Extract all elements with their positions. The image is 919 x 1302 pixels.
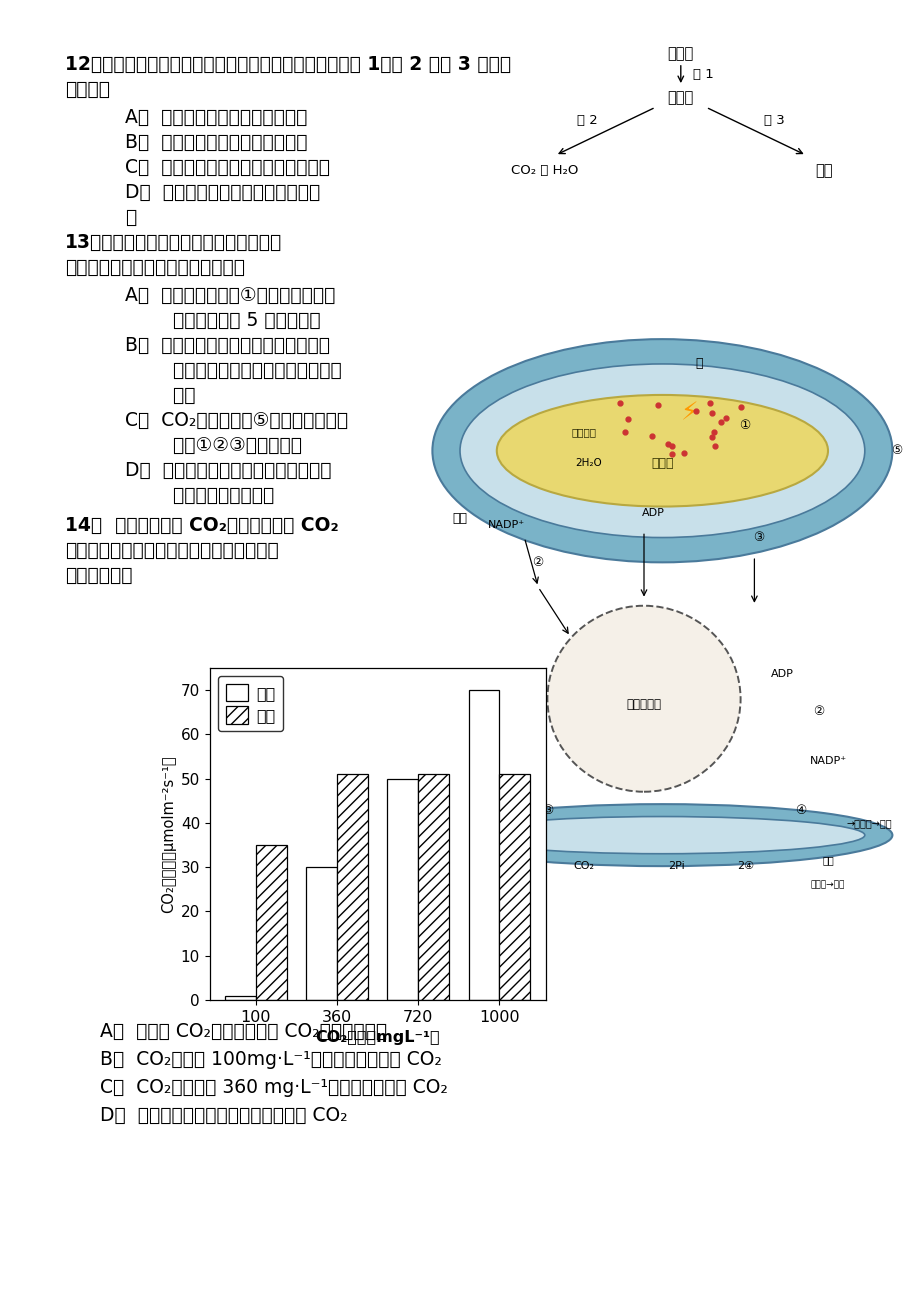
Bar [336,775,368,1000]
Text: 浓度的变化而变化（如下图）。下列相关叙: 浓度的变化而变化（如下图）。下列相关叙 [65,542,278,560]
Ellipse shape [432,339,891,562]
Text: NADP⁺: NADP⁺ [809,755,845,766]
Text: CO₂: CO₂ [573,861,594,871]
Text: 葡萄糖→蔗糖: 葡萄糖→蔗糖 [810,880,845,889]
Text: C．  CO₂浓度大于 360 mg·L⁻¹后玉米不再固定 CO₂: C． CO₂浓度大于 360 mg·L⁻¹后玉米不再固定 CO₂ [100,1078,448,1098]
Text: 是在细胞质基质（细胞溶胶）中合: 是在细胞质基质（细胞溶胶）中合 [125,361,341,380]
Text: CO₂ 和 H₂O: CO₂ 和 H₂O [510,164,577,177]
Bar [468,690,499,1000]
Text: B．  CO₂浓度在 100mg·L⁻¹时小麦几乎不固定 CO₂: B． CO₂浓度在 100mg·L⁻¹时小麦几乎不固定 CO₂ [100,1049,441,1069]
Text: A．  线粒体、线粒体和细胞质基质: A． 线粒体、线粒体和细胞质基质 [125,108,307,128]
Text: B．  线粒体、细胞质基质和线粒体: B． 线粒体、细胞质基质和线粒体 [125,133,307,152]
Text: 体: 体 [125,208,136,227]
Text: 2④: 2④ [736,861,753,871]
Text: 2H₂O: 2H₂O [574,458,602,469]
Text: A．  小麦的 CO₂固定量与外界 CO₂浓度呈正相关: A． 小麦的 CO₂固定量与外界 CO₂浓度呈正相关 [100,1022,387,1042]
Ellipse shape [432,805,891,866]
Text: 述不正确的是: 述不正确的是 [65,566,132,585]
Text: 12．下图表示呼吸作用过程中葡萄糖分解的两个途径。酶 1、酶 2 和酶 3 依次分: 12．下图表示呼吸作用过程中葡萄糖分解的两个途径。酶 1、酶 2 和酶 3 依次… [65,55,511,74]
Text: 意图，下列与此有关的叙述正确的是: 意图，下列与此有关的叙述正确的是 [65,258,244,277]
Bar [499,775,529,1000]
Text: 果糖: 果糖 [822,855,833,865]
Text: 2Pi: 2Pi [667,861,684,871]
Legend: 小麦, 玉米: 小麦, 玉米 [218,676,283,732]
Text: D．  玉米比小麦更能有效地利用低浓度 CO₂: D． 玉米比小麦更能有效地利用低浓度 CO₂ [100,1105,347,1125]
Text: 影响①②③的合成速率: 影响①②③的合成速率 [125,436,301,454]
Text: NADP⁺: NADP⁺ [487,519,524,530]
Text: 13．右图是某些高等植物光合作用过程示: 13．右图是某些高等植物光合作用过程示 [65,233,282,253]
Text: C．  细胞质基质、线粒体和细胞质基质: C． 细胞质基质、线粒体和细胞质基质 [125,158,330,177]
Text: 取，用纸层析法分离: 取，用纸层析法分离 [125,486,274,505]
Text: ADP: ADP [770,669,792,678]
Ellipse shape [496,395,827,506]
Text: ⑤: ⑤ [891,444,902,457]
Text: ③: ③ [541,803,552,816]
Text: C．  CO₂浓度只影响⑤的合成速率，不: C． CO₂浓度只影响⑤的合成速率，不 [125,411,347,430]
Text: 基质: 基质 [452,513,467,526]
X-axis label: CO₂浓度（mgL⁻¹）: CO₂浓度（mgL⁻¹） [315,1030,439,1046]
Text: 类囊体腔: 类囊体腔 [571,427,596,437]
Bar [387,779,418,1000]
Text: 酶 1: 酶 1 [693,68,713,81]
Ellipse shape [547,605,740,792]
Text: 酶 2: 酶 2 [576,115,597,128]
Text: D．  细胞质基质、细胞质基质和线粒: D． 细胞质基质、细胞质基质和线粒 [125,184,320,202]
Text: ④: ④ [794,803,805,816]
Text: ①: ① [492,861,501,871]
Ellipse shape [460,365,864,538]
Text: →葡萄糖→淀粉: →葡萄糖→淀粉 [845,818,891,828]
Text: D．  分布于⓪上的色素可用有机溶剂提: D． 分布于⓪上的色素可用有机溶剂提 [125,461,331,480]
Text: ①: ① [739,419,750,432]
Text: 别存在于: 别存在于 [65,79,110,99]
Bar [255,845,287,1000]
Text: 成的: 成的 [125,385,196,405]
Text: ③: ③ [753,531,764,544]
Text: 乳酸: 乳酸 [814,163,833,178]
Ellipse shape [460,816,864,854]
Text: 葡萄糖: 葡萄糖 [667,46,693,61]
Text: 光反应: 光反应 [651,457,673,470]
Text: 14．  小麦和玉米的 CO₂固定量随外界 CO₂: 14． 小麦和玉米的 CO₂固定量随外界 CO₂ [65,516,338,535]
Bar [418,775,448,1000]
Text: 酶 3: 酶 3 [763,115,784,128]
Text: 丙鄹酸: 丙鄹酸 [667,90,693,105]
Text: ADP: ADP [641,508,664,518]
Text: B．  碳反应（暗反应）的主要产物淠粉: B． 碳反应（暗反应）的主要产物淠粉 [125,336,330,355]
Text: ADP: ADP [494,743,516,754]
Text: ②: ② [532,556,543,569]
Bar [306,867,336,1000]
Text: 光: 光 [695,358,702,371]
Bar [225,996,255,1000]
Text: ②: ② [812,704,823,717]
Text: ⚡: ⚡ [680,401,698,426]
Y-axis label: CO₂固定量（μmolm⁻²s⁻¹）: CO₂固定量（μmolm⁻²s⁻¹） [162,755,176,913]
Text: CO₂: CO₂ [494,668,516,681]
Text: 线粒体要穿过 5 层磷脂分子: 线粒体要穿过 5 层磷脂分子 [125,311,321,329]
Text: A．  光合作用产生的①进入同一细胞的: A． 光合作用产生的①进入同一细胞的 [125,286,335,305]
Text: 卡尔文循环: 卡尔文循环 [626,698,661,711]
